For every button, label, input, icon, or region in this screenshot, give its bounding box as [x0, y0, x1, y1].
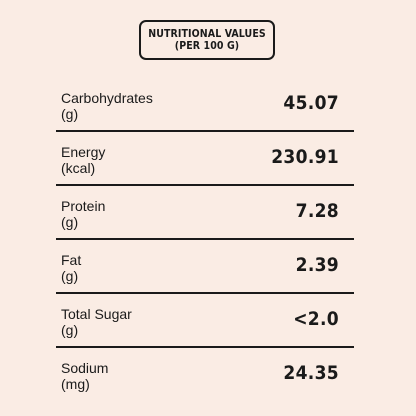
- nutrient-label: Sodium (mg): [61, 360, 108, 392]
- nutrient-name: Energy: [61, 144, 106, 160]
- title-line-1: NUTRITIONAL VALUES: [148, 28, 266, 40]
- nutrient-row-total-sugar: Total Sugar (g) <2.0: [56, 294, 354, 348]
- nutrient-value: 2.39: [295, 254, 339, 276]
- nutrient-value: 45.07: [283, 92, 339, 114]
- nutrient-row-fat: Fat (g) 2.39: [56, 240, 354, 294]
- nutrient-row-sodium: Sodium (mg) 24.35: [56, 348, 354, 400]
- nutrient-value: 230.91: [271, 146, 339, 168]
- nutrient-name: Sodium: [61, 360, 109, 376]
- nutrient-label: Carbohydrates (g): [61, 90, 153, 122]
- nutrient-label: Energy (kcal): [61, 144, 105, 176]
- nutrient-row-carbohydrates: Carbohydrates (g) 45.07: [56, 78, 354, 132]
- nutrient-unit: (mg): [61, 376, 90, 392]
- nutrient-value: 24.35: [283, 362, 339, 384]
- nutrient-unit: (g): [61, 106, 79, 122]
- nutrient-unit: (kcal): [61, 160, 96, 176]
- title-line-2: (PER 100 G): [174, 40, 240, 52]
- nutrient-name: Carbohydrates: [61, 90, 153, 106]
- nutrition-title-box: NUTRITIONAL VALUES (PER 100 G): [139, 20, 275, 60]
- nutrient-unit: (g): [61, 268, 79, 284]
- nutrient-label: Protein (g): [61, 198, 105, 230]
- nutrient-value: <2.0: [293, 308, 339, 330]
- nutrient-label: Total Sugar (g): [61, 306, 132, 338]
- nutrient-label: Fat (g): [61, 252, 81, 284]
- nutrient-name: Protein: [61, 198, 106, 214]
- nutrient-name: Total Sugar: [61, 306, 132, 322]
- nutrient-unit: (g): [61, 322, 79, 338]
- nutrient-row-protein: Protein (g) 7.28: [56, 186, 354, 240]
- nutrient-value: 7.28: [295, 200, 339, 222]
- nutrient-row-energy: Energy (kcal) 230.91: [56, 132, 354, 186]
- nutrition-table: Carbohydrates (g) 45.07 Energy (kcal) 23…: [56, 78, 354, 400]
- nutrient-name: Fat: [61, 252, 82, 268]
- nutrient-unit: (g): [61, 214, 79, 230]
